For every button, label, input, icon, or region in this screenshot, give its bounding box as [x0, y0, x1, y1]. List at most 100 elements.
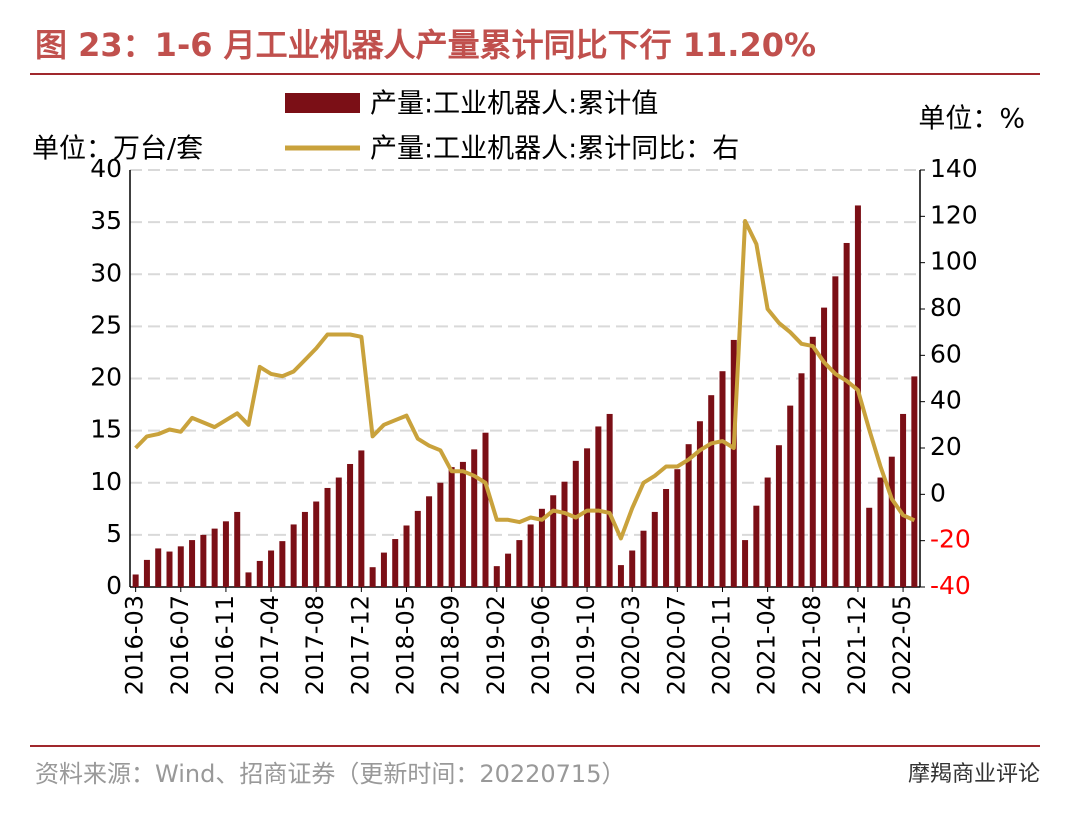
bar — [132, 574, 139, 587]
bar — [877, 477, 884, 587]
x-tick-label: 2022-05 — [888, 595, 916, 695]
bar — [426, 496, 433, 587]
chart-title: 图 23：1-6 月工业机器人产量累计同比下行 11.20% — [35, 26, 816, 64]
x-tick-label: 2016-03 — [121, 595, 149, 695]
x-tick-label: 2017-08 — [301, 595, 329, 695]
bar — [674, 469, 681, 587]
bar — [821, 307, 828, 587]
bar — [584, 448, 591, 587]
bar — [482, 432, 489, 587]
bar — [527, 524, 534, 587]
bar — [505, 553, 512, 587]
bar — [911, 376, 918, 587]
y-tick-label: 25 — [90, 310, 122, 339]
bar — [177, 546, 184, 587]
bar — [313, 501, 320, 587]
y2-tick-label: 60 — [930, 339, 962, 368]
y2-tick-label: 100 — [930, 247, 978, 276]
bar — [640, 530, 647, 587]
bar — [538, 508, 545, 587]
bar — [629, 550, 636, 587]
y2-tick-label: 140 — [930, 154, 978, 183]
bar — [719, 371, 726, 587]
bar — [617, 565, 624, 587]
y2-tick-label: 40 — [930, 386, 962, 415]
bar — [888, 456, 895, 587]
left-unit: 单位：万台/套 — [32, 134, 203, 165]
bar — [753, 505, 760, 587]
bar — [358, 450, 365, 587]
bar — [403, 525, 410, 587]
x-tick-label: 2018-09 — [437, 595, 465, 695]
bar — [256, 560, 263, 587]
bar — [301, 511, 308, 587]
y2-tick-label: -20 — [930, 525, 971, 554]
y-tick-label: 20 — [90, 363, 122, 392]
line — [134, 219, 916, 541]
y-tick-label: 0 — [106, 571, 122, 600]
y-tick-label: 5 — [106, 519, 122, 548]
bar — [245, 572, 252, 587]
y2-tick-label: 80 — [930, 293, 962, 322]
legend-label: 产量:工业机器人:累计值 — [370, 89, 658, 120]
bar — [764, 477, 771, 587]
bar — [561, 481, 568, 587]
bar — [685, 444, 692, 587]
bar — [843, 242, 850, 587]
bar — [347, 463, 354, 587]
bar — [798, 373, 805, 587]
bar — [696, 421, 703, 587]
x-tick-label: 2020-11 — [708, 595, 736, 695]
bar — [900, 413, 907, 587]
x-tick-label: 2020-07 — [662, 595, 690, 695]
x-tick-label: 2017-04 — [256, 595, 284, 695]
x-tick-label: 2016-07 — [166, 595, 194, 695]
bar — [189, 540, 196, 587]
bar — [392, 539, 399, 587]
bar — [459, 461, 466, 587]
y2-tick-label: -40 — [930, 571, 971, 600]
bar — [211, 528, 218, 587]
y-tick-label: 10 — [90, 467, 122, 496]
bar — [493, 566, 500, 587]
x-tick-label: 2019-02 — [482, 595, 510, 695]
bar — [166, 551, 173, 587]
bar — [448, 467, 455, 587]
bar — [335, 477, 342, 587]
bar — [550, 495, 557, 587]
bar — [222, 521, 229, 587]
bar — [200, 534, 207, 587]
bar — [572, 460, 579, 587]
bar — [268, 550, 275, 587]
x-tick-label: 2021-08 — [798, 595, 826, 695]
bar — [414, 510, 421, 587]
bar — [369, 567, 376, 587]
watermark: 摩羯商业评论 — [908, 762, 1040, 787]
y-tick-label: 35 — [90, 206, 122, 235]
y2-tick-label: 20 — [930, 432, 962, 461]
bar — [595, 426, 602, 587]
bar — [155, 548, 162, 587]
bar — [290, 524, 297, 587]
bar — [730, 339, 737, 587]
y2-tick-label: 0 — [930, 478, 946, 507]
x-tick-label: 2021-04 — [753, 595, 781, 695]
x-tick-label: 2016-11 — [211, 595, 239, 695]
bar — [787, 405, 794, 587]
y-tick-label: 30 — [90, 258, 122, 287]
right-unit: 单位：% — [918, 104, 1025, 135]
bar — [663, 489, 670, 587]
bar — [471, 449, 478, 587]
x-tick-label: 2018-05 — [392, 595, 420, 695]
y-tick-label: 40 — [90, 154, 122, 183]
bar — [606, 413, 613, 587]
x-tick-label: 2017-12 — [346, 595, 374, 695]
x-tick-label: 2019-06 — [527, 595, 555, 695]
legend-bar-swatch — [285, 93, 360, 113]
legend-label: 产量:工业机器人:累计同比：右 — [370, 134, 739, 165]
y-tick-label: 15 — [90, 415, 122, 444]
bar — [832, 276, 839, 587]
x-tick-label: 2021-12 — [843, 595, 871, 695]
bar — [437, 482, 444, 587]
bar — [324, 487, 331, 587]
